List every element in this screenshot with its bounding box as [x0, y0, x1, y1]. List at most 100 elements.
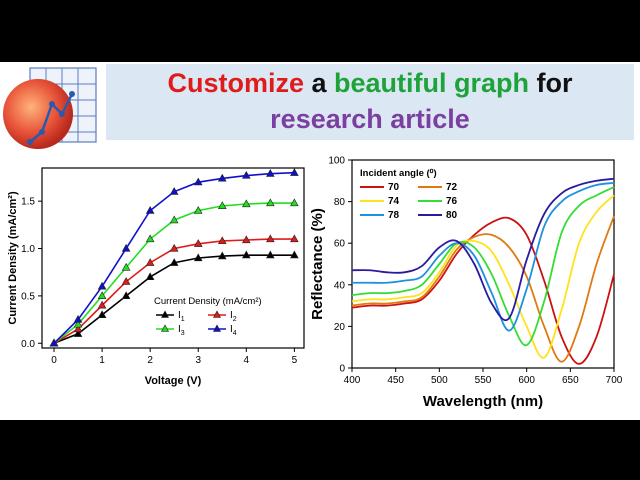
legend-label-76: 76	[446, 196, 458, 207]
series-line-80	[351, 177, 615, 322]
x-axis-label: Wavelength (nm)	[423, 393, 543, 410]
data-point-I2	[121, 277, 131, 285]
y-tick-label: 40	[334, 280, 346, 291]
data-point-I1	[266, 250, 275, 259]
legend-marker-I3	[160, 324, 170, 332]
data-point-I4	[290, 168, 299, 176]
x-tick-label: 650	[562, 375, 579, 386]
legend-marker-I2	[212, 310, 222, 318]
chart-app-icon	[0, 62, 104, 162]
data-point-I4	[169, 187, 179, 195]
x-axis-label: Voltage (V)	[145, 375, 202, 387]
legend-marker-I1	[160, 310, 170, 318]
data-point-I3	[242, 199, 251, 208]
data-point-I4	[73, 314, 83, 323]
current-density-chart: 0 1 2 3 4 5 0.0 0.5 1.0 1.5 Voltage (V) Current Den…	[7, 167, 305, 387]
x-tick-label: 600	[518, 375, 535, 386]
banner-title-line2: research article	[270, 104, 470, 134]
y-tick-label: 1.0	[21, 244, 35, 255]
banner-word-customize: Customize	[167, 68, 304, 98]
x-tick-label: 500	[431, 375, 448, 386]
data-point-I3	[290, 198, 299, 207]
data-point-I2	[193, 239, 203, 247]
y-tick-label: 0.5	[21, 291, 35, 302]
y-axis-label: Reflectance (%)	[309, 208, 326, 320]
data-point-I4	[193, 177, 203, 186]
data-point-I3	[145, 234, 155, 243]
legend-label-78: 78	[388, 210, 400, 221]
legend-label-80: 80	[446, 210, 458, 221]
x-tick-label: 2	[147, 355, 153, 366]
legend-label-74: 74	[388, 196, 400, 207]
data-point-I1	[193, 253, 203, 262]
series-line-70	[351, 216, 615, 365]
y-tick-label: 80	[334, 197, 346, 208]
legend-label-I4: I4	[230, 324, 237, 337]
data-point-I1	[73, 329, 83, 337]
thumbnail-canvas: Customize a beautiful graph for research…	[0, 62, 640, 420]
legend-title: Current Density (mA/cm²)	[154, 296, 262, 307]
x-tick-label: 400	[344, 375, 361, 386]
plot-frame	[41, 167, 305, 349]
data-point-I2	[266, 234, 275, 243]
data-point-I3	[121, 262, 131, 271]
y-axis-label: Current Density (mA/cm²)	[7, 191, 19, 325]
data-point-I2	[145, 258, 155, 266]
series-line-I3	[53, 202, 295, 344]
legend-label-70: 70	[388, 182, 400, 193]
data-point-I4	[217, 173, 227, 182]
legend-marker-I4	[212, 324, 222, 332]
legend-label-72: 72	[446, 182, 458, 193]
y-tick-label: 0.0	[21, 339, 35, 350]
data-point-I3	[97, 291, 107, 299]
data-point-I2	[169, 243, 179, 252]
data-point-I4	[266, 169, 275, 177]
data-point-I2	[73, 324, 83, 333]
x-tick-label: 700	[606, 375, 623, 386]
x-tick-label: 0	[51, 355, 57, 366]
data-point-I1	[242, 250, 251, 259]
y-tick-label: 20	[334, 322, 346, 333]
data-point-I2	[242, 235, 251, 244]
data-point-I4	[242, 170, 251, 179]
data-point-I3	[169, 215, 179, 224]
banner-word-a: a	[304, 68, 335, 98]
data-point-I4	[49, 338, 59, 347]
series-line-78	[352, 181, 615, 332]
y-tick-label: 100	[328, 156, 345, 167]
legend-title: Incident angle (⁰)	[360, 168, 437, 179]
data-point-I1	[121, 291, 131, 299]
series-line-76	[351, 186, 615, 347]
data-point-I1	[290, 250, 299, 259]
banner-word-for: for	[529, 68, 573, 98]
data-point-I1	[97, 310, 107, 318]
data-point-I3	[73, 319, 83, 328]
x-tick-label: 4	[244, 355, 250, 366]
banner-title-line1: Customize a beautiful graph for	[106, 68, 634, 99]
title-banner: Customize a beautiful graph for research…	[106, 64, 634, 140]
banner-word-beautiful-graph: beautiful graph	[334, 68, 530, 98]
x-tick-label: 550	[475, 375, 492, 386]
data-point-I2	[290, 234, 299, 243]
data-point-I2	[97, 300, 107, 309]
data-point-I3	[266, 198, 275, 207]
x-tick-label: 1	[99, 355, 105, 366]
data-point-I4	[145, 206, 155, 214]
legend-label-I3: I3	[178, 324, 185, 337]
data-point-I1	[145, 272, 155, 281]
y-tick-label: 60	[334, 239, 346, 250]
legend-label-I2: I2	[230, 310, 237, 323]
x-tick-label: 5	[292, 355, 298, 366]
data-point-I3	[193, 206, 203, 214]
reflectance-chart: 400 450 500 550 600 650 700 0 20 40 60 80 100 Wavelen…	[309, 156, 623, 411]
y-tick-label: 1.5	[21, 197, 35, 208]
data-point-I4	[97, 281, 107, 290]
data-point-I4	[121, 243, 131, 252]
data-point-I1	[217, 251, 227, 260]
data-point-I3	[217, 201, 227, 209]
y-tick-label: 0	[339, 364, 345, 375]
legend-label-I1: I1	[178, 310, 185, 323]
x-tick-label: 3	[195, 355, 201, 366]
series-line-72	[351, 215, 615, 363]
x-tick-label: 450	[387, 375, 404, 386]
